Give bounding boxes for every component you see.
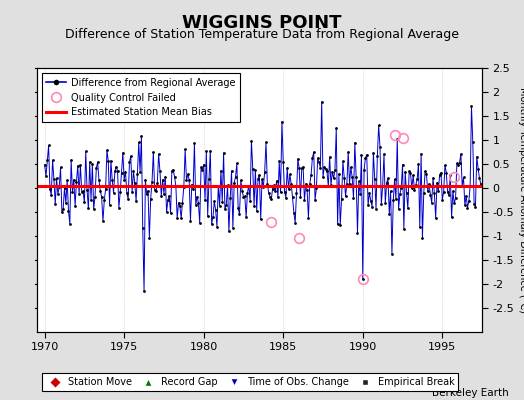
Text: Berkeley Earth: Berkeley Earth xyxy=(432,388,508,398)
Legend: Station Move, Record Gap, Time of Obs. Change, Empirical Break: Station Move, Record Gap, Time of Obs. C… xyxy=(41,373,459,391)
Legend: Difference from Regional Average, Quality Control Failed, Estimated Station Mean: Difference from Regional Average, Qualit… xyxy=(41,73,240,122)
Text: Difference of Station Temperature Data from Regional Average: Difference of Station Temperature Data f… xyxy=(65,28,459,41)
Text: WIGGINS POINT: WIGGINS POINT xyxy=(182,14,342,32)
Y-axis label: Monthly Temperature Anomaly Difference (°C): Monthly Temperature Anomaly Difference (… xyxy=(518,87,524,313)
